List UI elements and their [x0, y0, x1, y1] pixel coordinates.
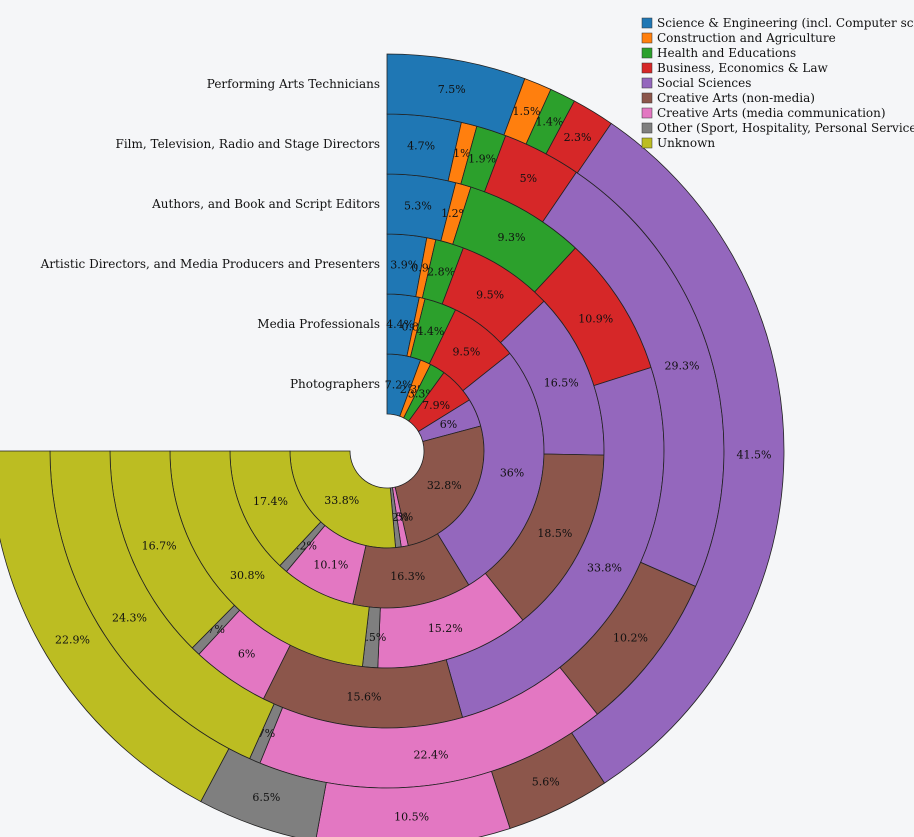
data-label-photographers-business-economics-law: 7.9%: [422, 399, 450, 412]
legend-swatch-science-engineering-incl-computer-sciences: [641, 17, 653, 29]
data-label-performing-arts-technicians-creative-arts-non-media: 5.6%: [532, 775, 560, 788]
data-label-photographers-science-engineering-incl-computer-sciences: 7.2%: [385, 379, 413, 392]
data-label-authors-and-book-and-script-editors-social-sciences: 33.8%: [587, 562, 622, 575]
ring-labels-group: Photographers Media Professionals Artistic…: [40, 77, 380, 391]
legend-swatch-business-economics-law: [641, 62, 653, 74]
data-label-artistic-directors-and-media-producers-and-presenters-health-and-educations: 2.8%: [427, 265, 455, 278]
data-label-artistic-directors-and-media-producers-and-presenters-creative-arts-non-media: 18.5%: [537, 527, 572, 540]
ring-label-film-television-radio-and-stage-directors: Film, Television, Radio and Stage Direct…: [116, 137, 380, 151]
data-label-authors-and-book-and-script-editors-creative-arts-non-media: 15.6%: [347, 690, 382, 703]
data-label-performing-arts-technicians-construction-and-agriculture: 1.5%: [513, 105, 541, 118]
legend: Science & Engineering (incl. Computer sc…: [641, 16, 914, 150]
data-label-authors-and-book-and-script-editors-creative-arts-media-communication: 6%: [238, 648, 255, 661]
legend-label-social-sciences: Social Sciences: [657, 76, 751, 90]
data-label-media-professionals-creative-arts-media-communication: 10.1%: [313, 558, 348, 571]
data-label-photographers-social-sciences: 6%: [440, 418, 457, 431]
data-label-authors-and-book-and-script-editors-health-and-educations: 9.3%: [497, 231, 525, 244]
rings-group: 7.2%2.3%3.3%7.9%6%32.8%1.5%1.2%33.8%4.4%…: [0, 53, 785, 837]
ring-label-media-professionals: Media Professionals: [257, 317, 380, 331]
data-label-film-television-radio-and-stage-directors-science-engineering-incl-computer-sciences: 4.7%: [407, 139, 435, 152]
data-label-film-television-radio-and-stage-directors-creative-arts-non-media: 10.2%: [613, 632, 648, 645]
legend-swatch-other-sport-hospitality-personal-services-etc: [641, 122, 653, 134]
data-label-performing-arts-technicians-social-sciences: 41.5%: [737, 448, 772, 461]
data-label-media-professionals-creative-arts-non-media: 16.3%: [390, 570, 425, 583]
data-label-artistic-directors-and-media-producers-and-presenters-business-economics-law: 9.5%: [476, 289, 504, 302]
data-label-authors-and-book-and-script-editors-science-engineering-incl-computer-sciences: 5.3%: [404, 199, 432, 212]
legend-label-business-economics-law: Business, Economics & Law: [657, 61, 829, 75]
legend-swatch-creative-arts-non-media: [641, 92, 653, 104]
data-label-performing-arts-technicians-science-engineering-incl-computer-sciences: 7.5%: [438, 83, 466, 96]
legend-label-science-engineering-incl-computer-sciences: Science & Engineering (incl. Computer sc…: [657, 16, 914, 30]
data-label-performing-arts-technicians-creative-arts-media-communication: 10.5%: [394, 811, 429, 824]
data-label-artistic-directors-and-media-producers-and-presenters-social-sciences: 16.5%: [544, 377, 579, 390]
data-label-media-professionals-business-economics-law: 9.5%: [452, 345, 480, 358]
data-label-authors-and-book-and-script-editors-business-economics-law: 10.9%: [578, 312, 613, 325]
legend-label-health-and-educations: Health and Educations: [657, 46, 796, 60]
data-label-photographers-unknown: 33.8%: [324, 494, 359, 507]
legend-swatch-social-sciences: [641, 77, 653, 89]
data-label-media-professionals-science-engineering-incl-computer-sciences: 4.4%: [386, 318, 414, 331]
data-label-film-television-radio-and-stage-directors-unknown: 24.3%: [112, 612, 147, 625]
legend-swatch-health-and-educations: [641, 47, 653, 59]
legend-label-creative-arts-media-communication: Creative Arts (media communication): [657, 106, 886, 120]
legend-label-construction-and-agriculture: Construction and Agriculture: [657, 31, 836, 45]
ring-label-artistic-directors-and-media-producers-and-presenters: Artistic Directors, and Media Producers …: [40, 257, 380, 271]
legend-label-creative-arts-non-media: Creative Arts (non-media): [657, 91, 815, 105]
data-label-artistic-directors-and-media-producers-and-presenters-creative-arts-media-communication: 15.2%: [428, 622, 463, 635]
data-label-performing-arts-technicians-unknown: 22.9%: [55, 634, 90, 647]
data-label-performing-arts-technicians-other-sport-hospitality-personal-services-etc: 6.5%: [252, 791, 280, 804]
legend-swatch-creative-arts-media-communication: [641, 107, 653, 119]
legend-swatch-unknown: [641, 137, 653, 149]
data-label-artistic-directors-and-media-producers-and-presenters-unknown: 30.8%: [230, 569, 265, 582]
data-label-film-television-radio-and-stage-directors-construction-and-agriculture: 1%: [453, 147, 470, 160]
data-label-media-professionals-social-sciences: 36%: [500, 467, 524, 480]
data-label-performing-arts-technicians-business-economics-law: 2.3%: [564, 131, 592, 144]
data-label-artistic-directors-and-media-producers-and-presenters-science-engineering-incl-computer-sciences: 3.9%: [390, 258, 418, 271]
ring-label-performing-arts-technicians: Performing Arts Technicians: [207, 77, 380, 91]
data-label-film-television-radio-and-stage-directors-business-economics-law: 5%: [520, 172, 537, 185]
data-label-photographers-creative-arts-non-media: 32.8%: [427, 479, 462, 492]
data-label-performing-arts-technicians-health-and-educations: 1.4%: [535, 115, 563, 128]
legend-swatch-construction-and-agriculture: [641, 32, 653, 44]
data-label-film-television-radio-and-stage-directors-health-and-educations: 1.9%: [468, 153, 496, 166]
legend-label-other-sport-hospitality-personal-services-etc: Other (Sport, Hospitality, Personal Serv…: [657, 121, 914, 135]
data-label-media-professionals-unknown: 17.4%: [253, 495, 288, 508]
legend-label-unknown: Unknown: [657, 136, 715, 150]
data-label-film-television-radio-and-stage-directors-social-sciences: 29.3%: [665, 360, 700, 373]
ring-label-authors-and-book-and-script-editors: Authors, and Book and Script Editors: [151, 197, 380, 211]
data-label-media-professionals-health-and-educations: 4.4%: [416, 325, 444, 338]
ring-label-photographers: Photographers: [290, 377, 380, 391]
data-label-authors-and-book-and-script-editors-unknown: 16.7%: [142, 540, 177, 553]
data-label-film-television-radio-and-stage-directors-creative-arts-media-communication: 22.4%: [413, 748, 448, 761]
segment-performing-arts-technicians-unknown: [0, 450, 230, 803]
